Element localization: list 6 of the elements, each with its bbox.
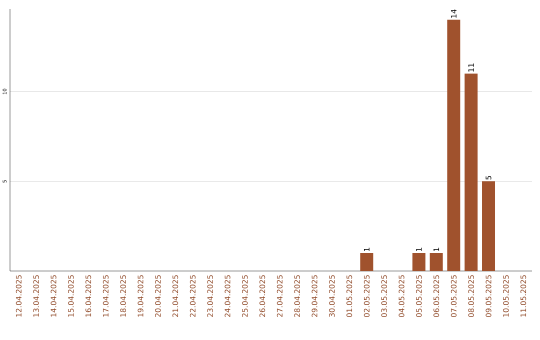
bar [360,253,374,271]
bar [412,253,426,271]
bar [430,253,443,271]
bar [482,181,496,271]
bar [447,20,460,271]
bar [464,74,478,271]
